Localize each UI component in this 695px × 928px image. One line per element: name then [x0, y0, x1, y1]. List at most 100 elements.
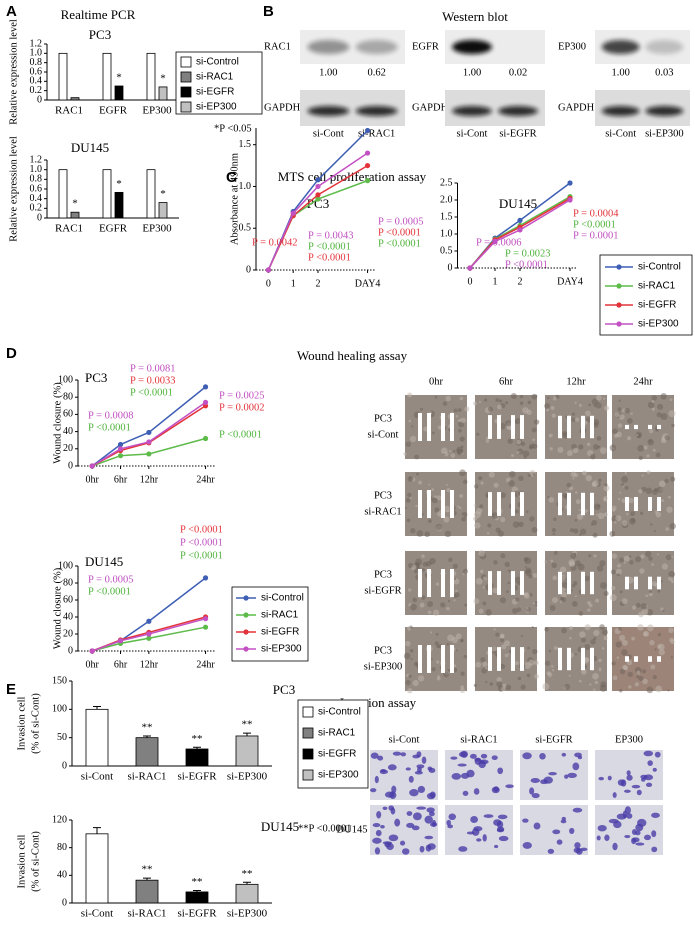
y-tick-label: 1.0	[30, 164, 43, 175]
significance: *	[72, 198, 78, 210]
p-value: P <0.0001	[88, 586, 131, 597]
legend-label: si-RAC1	[318, 728, 356, 739]
stained-cell	[547, 848, 555, 854]
texture	[520, 634, 524, 637]
texture	[603, 497, 608, 502]
texture	[404, 506, 407, 509]
legend-swatch	[302, 769, 314, 781]
p-value: P <0.0001	[130, 387, 173, 398]
wound-edge	[441, 569, 445, 597]
texture	[501, 687, 506, 692]
blot-ratio: 0.62	[367, 67, 385, 78]
column-header: si-EGFR	[535, 734, 572, 745]
texture	[423, 426, 429, 432]
stained-cell	[386, 842, 394, 851]
legend-label: si-Control	[196, 57, 239, 68]
texture	[629, 560, 634, 565]
error-bar	[243, 732, 251, 736]
texture	[593, 404, 596, 408]
stained-cell	[574, 842, 581, 849]
stained-cell	[651, 812, 660, 818]
texture	[510, 392, 517, 400]
blot-ratio: 0.03	[655, 67, 673, 78]
y-tick-label: 50	[57, 732, 67, 743]
y-tick-label: 0	[68, 645, 73, 656]
texture	[528, 574, 533, 579]
stained-cell	[370, 788, 377, 793]
point	[492, 238, 498, 245]
bar	[185, 891, 209, 904]
x-tick-label: si-EGFR	[177, 771, 217, 783]
y-tick-label: 40	[63, 611, 73, 622]
stained-cell	[637, 818, 647, 827]
texture	[568, 674, 571, 677]
stained-cell	[640, 774, 648, 779]
texture	[601, 629, 608, 636]
texture	[460, 671, 465, 677]
texture	[657, 589, 661, 593]
y-tick-label: 80	[63, 391, 73, 402]
texture	[639, 568, 645, 574]
texture	[619, 689, 623, 693]
y-axis-label: (% of si-Cont)	[30, 693, 41, 754]
column-header: si-RAC1	[460, 734, 497, 745]
line	[267, 152, 368, 271]
blot-band	[645, 40, 684, 54]
y-axis-label: Invasion cell	[16, 696, 27, 750]
legend-swatch	[180, 86, 192, 98]
texture	[406, 492, 412, 498]
bar	[70, 211, 80, 219]
texture	[488, 471, 495, 478]
p-value: P <0.0001	[308, 252, 351, 263]
row-label: PC3	[374, 569, 392, 580]
texture	[651, 400, 655, 403]
legend-swatch	[243, 595, 249, 601]
texture	[646, 470, 651, 475]
texture	[459, 494, 464, 498]
stained-cell	[390, 807, 396, 815]
wound-edge	[511, 415, 515, 439]
texture	[593, 629, 600, 637]
stained-cell	[598, 776, 604, 781]
texture	[573, 528, 579, 534]
texture	[645, 487, 653, 495]
texture	[551, 668, 555, 672]
texture	[596, 565, 604, 572]
y-tick-label: 20	[63, 443, 73, 454]
column-header: 0hr	[429, 376, 444, 387]
bar	[235, 735, 259, 767]
texture	[516, 607, 522, 612]
texture	[599, 560, 606, 567]
stained-cell	[389, 791, 397, 800]
texture	[460, 417, 467, 424]
texture	[579, 631, 586, 638]
texture	[548, 649, 552, 653]
wound-edge	[581, 415, 585, 439]
texture	[492, 587, 499, 594]
x-tick-label: 0hr	[86, 474, 100, 485]
texture	[405, 640, 411, 647]
significance: **	[242, 719, 253, 731]
texture	[652, 489, 658, 495]
texture	[584, 575, 590, 582]
texture	[440, 602, 446, 608]
texture	[617, 498, 621, 501]
texture	[594, 680, 599, 685]
x-tick-label: 1	[493, 276, 498, 287]
stained-cell	[480, 753, 488, 759]
blot-loading: GAPDH	[412, 102, 449, 113]
stained-cell	[374, 847, 381, 855]
texture	[550, 405, 555, 411]
texture	[459, 396, 464, 401]
texture	[419, 407, 424, 411]
texture	[485, 439, 490, 443]
texture	[574, 653, 578, 656]
texture	[628, 517, 636, 525]
bar	[58, 169, 68, 219]
texture	[519, 394, 524, 399]
wound-edge	[427, 413, 431, 441]
texture	[601, 647, 605, 650]
blot-band	[601, 106, 640, 116]
texture	[516, 451, 520, 454]
point	[364, 162, 371, 169]
